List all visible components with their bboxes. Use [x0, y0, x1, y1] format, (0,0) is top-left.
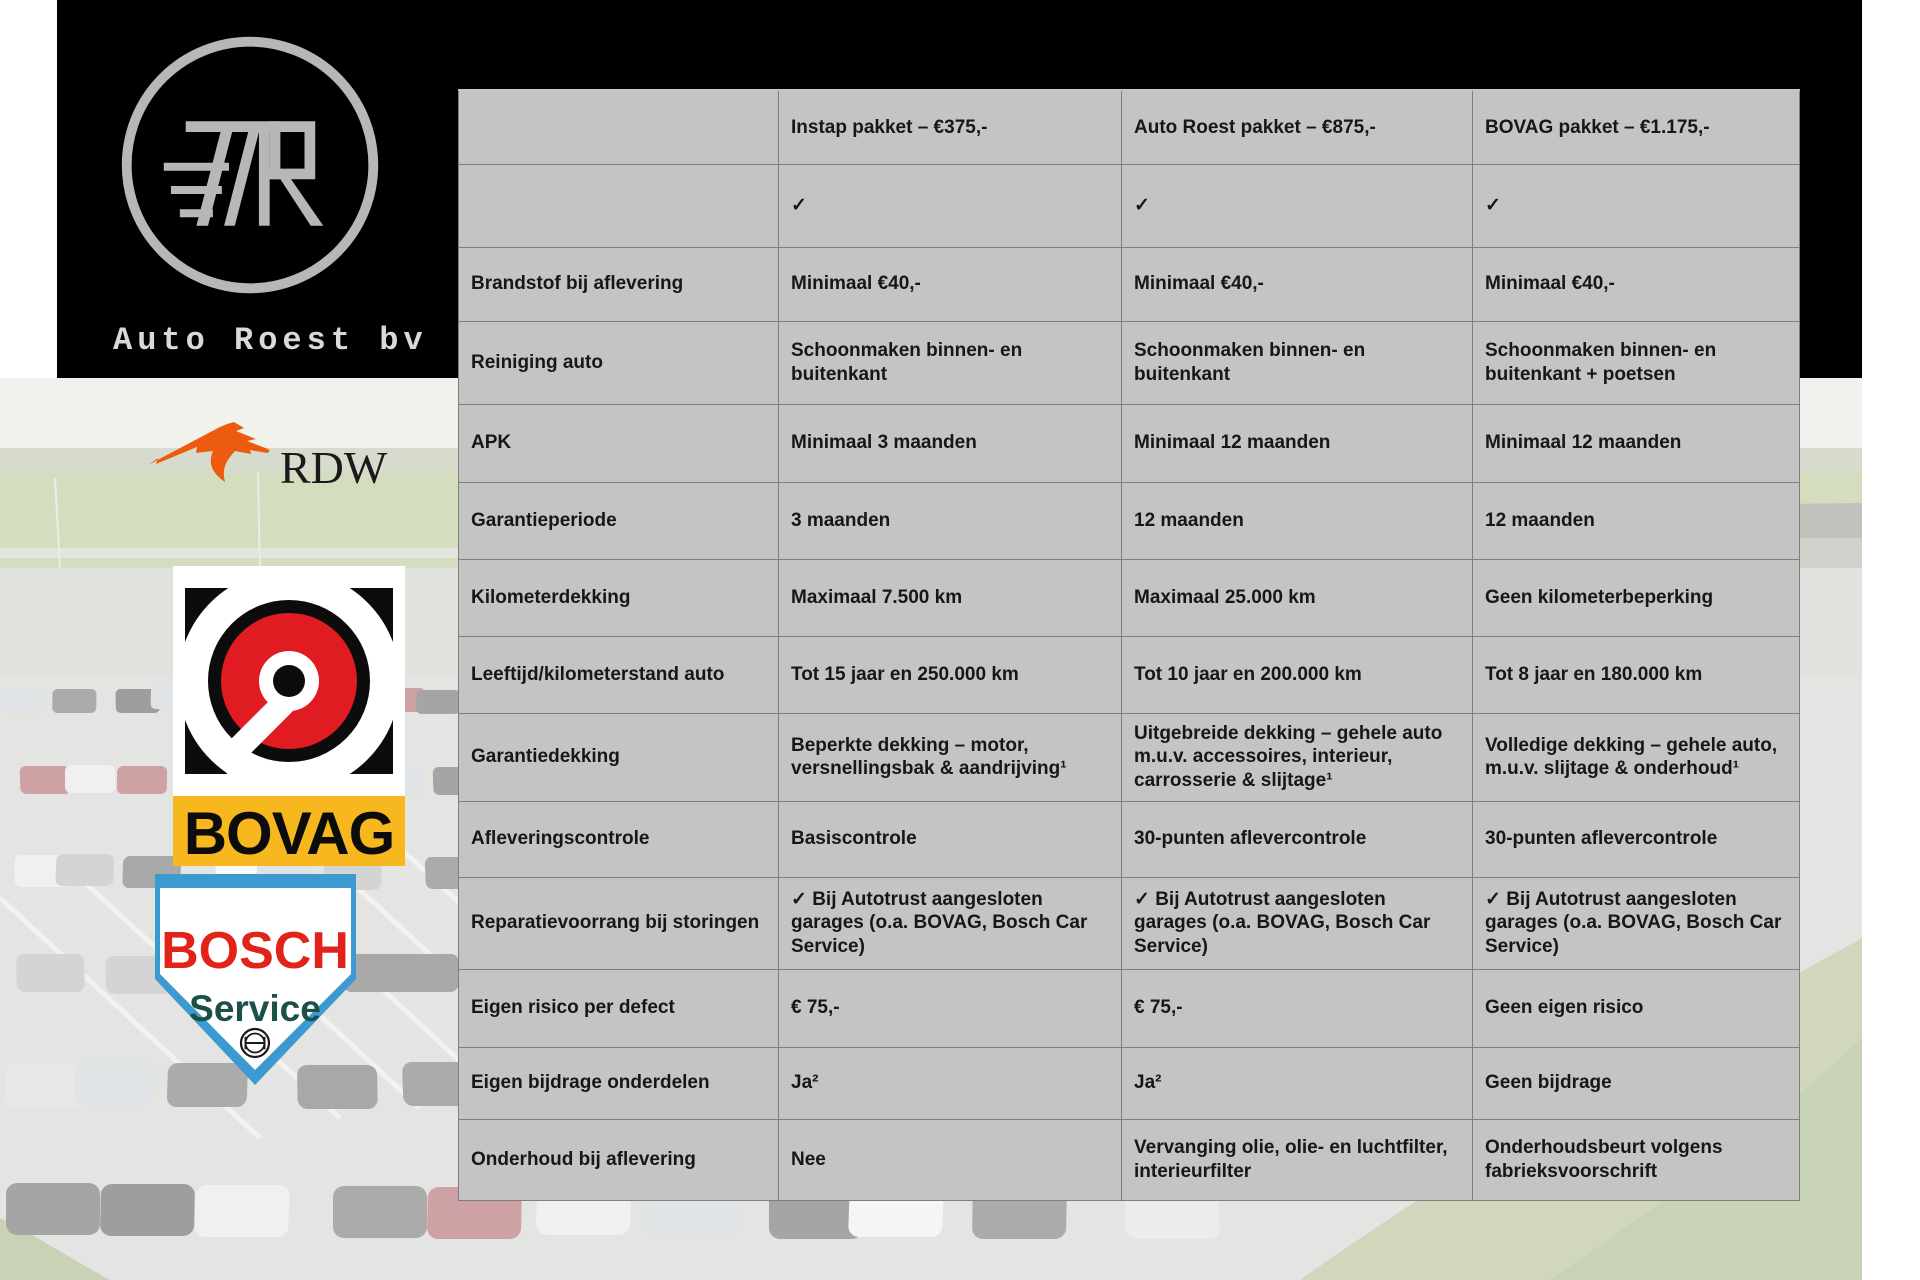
svg-text:RDW: RDW [280, 442, 388, 493]
svg-text:BOVAG: BOVAG [184, 800, 395, 866]
svg-text:BOSCH: BOSCH [161, 922, 349, 980]
svg-text:Service: Service [189, 988, 321, 1029]
